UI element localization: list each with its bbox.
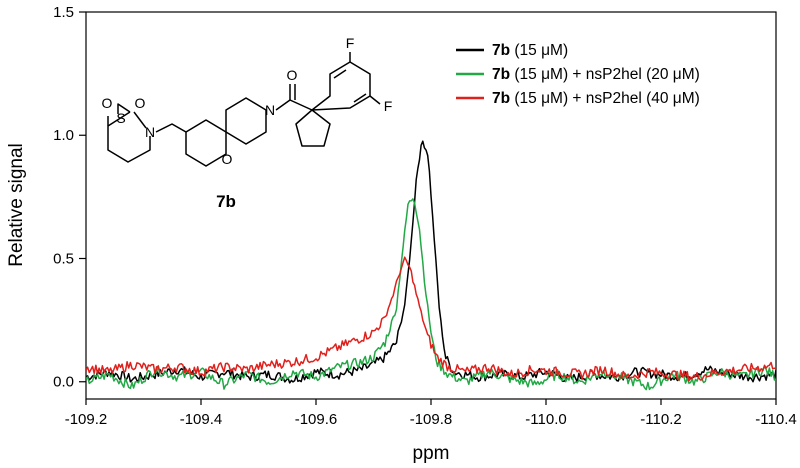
legend-label-rest: (15 μM) + nsP2hel (20 μM) bbox=[510, 66, 700, 83]
x-tick-label: -109.4 bbox=[180, 411, 223, 428]
legend-label-bold: 7b bbox=[492, 90, 510, 107]
y-axis-title: Relative signal bbox=[6, 143, 27, 267]
y-tick-label: 1.5 bbox=[53, 4, 74, 21]
molecule-atom-labels: O O S N O N O F F 7b bbox=[102, 35, 393, 211]
x-tick-label: -109.2 bbox=[65, 411, 108, 428]
atom-N1: N bbox=[145, 124, 155, 140]
legend-label-bold: 7b bbox=[492, 42, 510, 59]
legend-label-rest: (15 μM) + nsP2hel (40 μM) bbox=[510, 90, 700, 107]
x-axis: -109.2 -109.4 -109.6 -109.8 -110.0 -110.2 -110… bbox=[65, 399, 797, 428]
compound-label: 7b bbox=[216, 192, 236, 211]
series-line-3 bbox=[86, 256, 776, 382]
legend-label-bold: 7b bbox=[492, 66, 510, 83]
y-axis: 0.0 0.5 1.0 1.5 bbox=[53, 4, 86, 391]
atom-O2: O bbox=[135, 95, 146, 111]
legend: 7b (15 μM)7b (15 μM) + nsP2hel (20 μM)7b… bbox=[456, 42, 700, 107]
y-tick-label: 1.0 bbox=[53, 127, 74, 144]
legend-label-rest: (15 μM) bbox=[510, 42, 568, 59]
legend-label-2: 7b (15 μM) + nsP2hel (20 μM) bbox=[492, 66, 700, 83]
molecule-structure bbox=[107, 52, 381, 167]
x-axis-title: ppm bbox=[413, 443, 450, 464]
series-line-2 bbox=[86, 198, 776, 391]
y-tick-label: 0.0 bbox=[53, 374, 74, 391]
atom-N2: N bbox=[265, 102, 275, 118]
legend-label-1: 7b (15 μM) bbox=[492, 42, 568, 59]
x-tick-label: -110.0 bbox=[525, 411, 566, 428]
atom-F1: F bbox=[346, 35, 355, 51]
atom-O-carbonyl: O bbox=[287, 67, 298, 83]
x-tick-label: -109.8 bbox=[410, 411, 453, 428]
atom-S: S bbox=[116, 110, 125, 126]
atom-O-ring: O bbox=[222, 151, 233, 167]
x-tick-label: -109.6 bbox=[295, 411, 338, 428]
x-tick-label: -110.2 bbox=[640, 411, 681, 428]
atom-F2: F bbox=[384, 98, 393, 114]
series-layer bbox=[86, 140, 776, 391]
x-tick-label: -110.4 bbox=[755, 411, 796, 428]
legend-label-3: 7b (15 μM) + nsP2hel (40 μM) bbox=[492, 90, 700, 107]
y-tick-label: 0.5 bbox=[53, 250, 74, 267]
atom-O1: O bbox=[102, 95, 113, 111]
